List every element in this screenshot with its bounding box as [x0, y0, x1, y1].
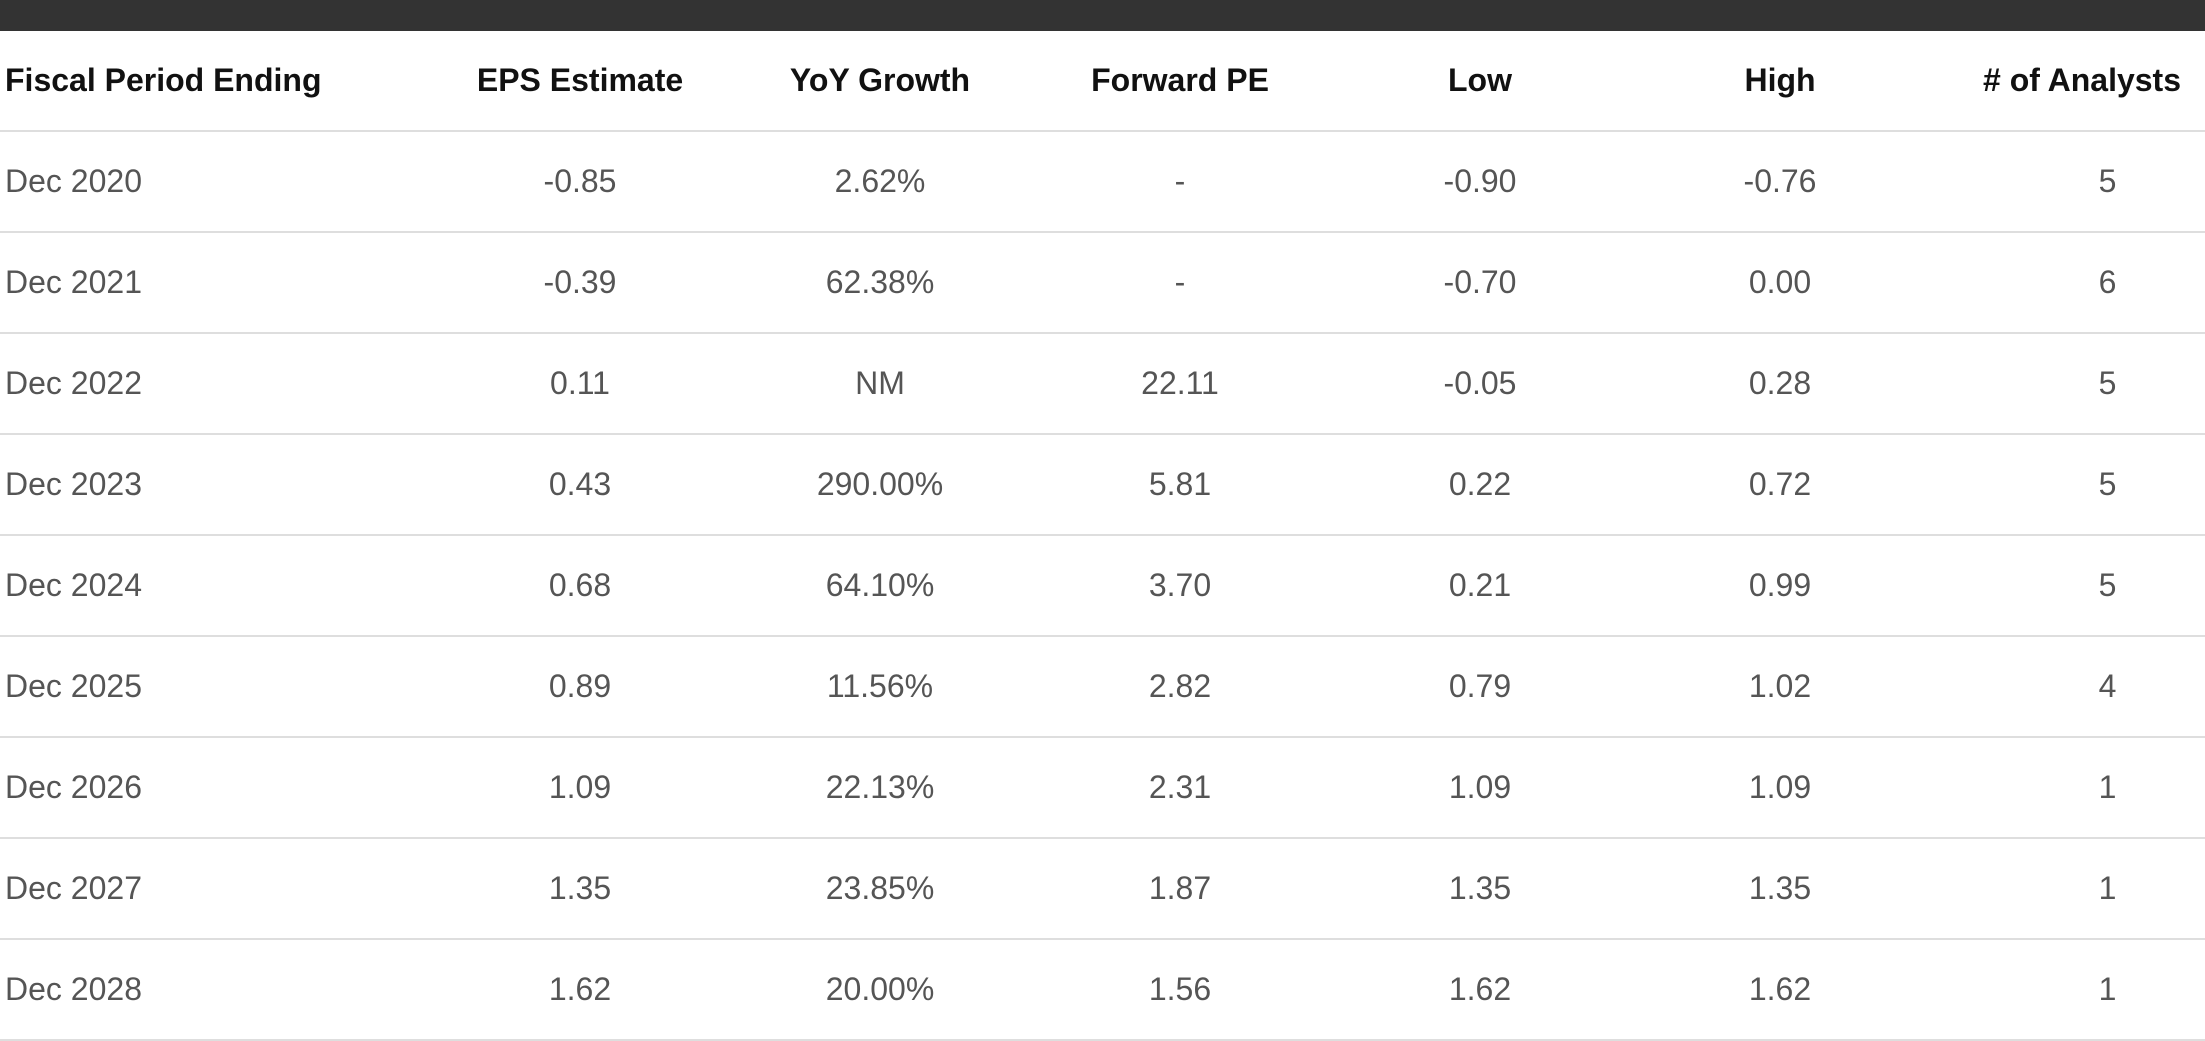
cell-yoy-growth: 62.38% — [740, 232, 1020, 334]
cell-low: -0.05 — [1340, 333, 1620, 435]
earnings-estimates-table: Fiscal Period Ending EPS Estimate YoY Gr… — [0, 31, 2205, 1041]
cell-yoy-growth: 22.13% — [740, 737, 1020, 839]
cell-num-analysts: 1 — [1940, 939, 2205, 1041]
cell-num-analysts: 4 — [1940, 636, 2205, 738]
cell-high: 0.72 — [1620, 434, 1940, 536]
table-row: Dec 2023 0.43 290.00% 5.81 0.22 0.72 5 — [0, 434, 2205, 536]
cell-high: 0.99 — [1620, 535, 1940, 637]
cell-high: -0.76 — [1620, 131, 1940, 233]
table-header: Fiscal Period Ending EPS Estimate YoY Gr… — [0, 31, 2205, 132]
cell-eps-estimate: 1.09 — [420, 737, 740, 839]
cell-eps-estimate: 1.35 — [420, 838, 740, 940]
cell-low: -0.90 — [1340, 131, 1620, 233]
cell-high: 1.62 — [1620, 939, 1940, 1041]
cell-eps-estimate: -0.39 — [420, 232, 740, 334]
table-row: Dec 2024 0.68 64.10% 3.70 0.21 0.99 5 — [0, 535, 2205, 637]
header-yoy-growth: YoY Growth — [740, 31, 1020, 132]
top-bar — [0, 0, 2205, 31]
table-body: Dec 2020 -0.85 2.62% - -0.90 -0.76 5 Dec… — [0, 131, 2205, 1041]
table-row: Dec 2021 -0.39 62.38% - -0.70 0.00 6 — [0, 232, 2205, 334]
cell-low: 1.62 — [1340, 939, 1620, 1041]
cell-forward-pe: 1.87 — [1020, 838, 1340, 940]
table-row: Dec 2027 1.35 23.85% 1.87 1.35 1.35 1 — [0, 838, 2205, 940]
cell-yoy-growth: 20.00% — [740, 939, 1020, 1041]
cell-eps-estimate: 0.89 — [420, 636, 740, 738]
cell-low: 0.21 — [1340, 535, 1620, 637]
cell-yoy-growth: 11.56% — [740, 636, 1020, 738]
header-row: Fiscal Period Ending EPS Estimate YoY Gr… — [0, 31, 2205, 132]
cell-low: 0.79 — [1340, 636, 1620, 738]
cell-forward-pe: 2.31 — [1020, 737, 1340, 839]
cell-fiscal-period: Dec 2028 — [0, 939, 420, 1041]
cell-num-analysts: 1 — [1940, 838, 2205, 940]
cell-forward-pe: 5.81 — [1020, 434, 1340, 536]
header-num-analysts: # of Analysts — [1940, 31, 2205, 132]
cell-low: 0.22 — [1340, 434, 1620, 536]
cell-eps-estimate: 0.11 — [420, 333, 740, 435]
cell-high: 0.28 — [1620, 333, 1940, 435]
cell-yoy-growth: 23.85% — [740, 838, 1020, 940]
cell-fiscal-period: Dec 2025 — [0, 636, 420, 738]
cell-low: -0.70 — [1340, 232, 1620, 334]
cell-forward-pe: 2.82 — [1020, 636, 1340, 738]
cell-forward-pe: 22.11 — [1020, 333, 1340, 435]
cell-high: 1.35 — [1620, 838, 1940, 940]
cell-fiscal-period: Dec 2020 — [0, 131, 420, 233]
cell-high: 1.09 — [1620, 737, 1940, 839]
cell-fiscal-period: Dec 2022 — [0, 333, 420, 435]
cell-high: 1.02 — [1620, 636, 1940, 738]
cell-num-analysts: 5 — [1940, 333, 2205, 435]
header-low: Low — [1340, 31, 1620, 132]
cell-yoy-growth: NM — [740, 333, 1020, 435]
header-forward-pe: Forward PE — [1020, 31, 1340, 132]
cell-fiscal-period: Dec 2024 — [0, 535, 420, 637]
cell-num-analysts: 1 — [1940, 737, 2205, 839]
cell-fiscal-period: Dec 2021 — [0, 232, 420, 334]
table-row: Dec 2022 0.11 NM 22.11 -0.05 0.28 5 — [0, 333, 2205, 435]
cell-fiscal-period: Dec 2023 — [0, 434, 420, 536]
cell-low: 1.35 — [1340, 838, 1620, 940]
header-high: High — [1620, 31, 1940, 132]
cell-low: 1.09 — [1340, 737, 1620, 839]
cell-forward-pe: - — [1020, 131, 1340, 233]
cell-eps-estimate: 0.68 — [420, 535, 740, 637]
cell-fiscal-period: Dec 2027 — [0, 838, 420, 940]
cell-yoy-growth: 2.62% — [740, 131, 1020, 233]
table-row: Dec 2020 -0.85 2.62% - -0.90 -0.76 5 — [0, 131, 2205, 233]
cell-eps-estimate: 0.43 — [420, 434, 740, 536]
cell-forward-pe: - — [1020, 232, 1340, 334]
cell-yoy-growth: 290.00% — [740, 434, 1020, 536]
cell-high: 0.00 — [1620, 232, 1940, 334]
cell-forward-pe: 3.70 — [1020, 535, 1340, 637]
table-row: Dec 2025 0.89 11.56% 2.82 0.79 1.02 4 — [0, 636, 2205, 738]
cell-yoy-growth: 64.10% — [740, 535, 1020, 637]
header-eps-estimate: EPS Estimate — [420, 31, 740, 132]
cell-eps-estimate: 1.62 — [420, 939, 740, 1041]
cell-num-analysts: 5 — [1940, 434, 2205, 536]
cell-eps-estimate: -0.85 — [420, 131, 740, 233]
table-row: Dec 2026 1.09 22.13% 2.31 1.09 1.09 1 — [0, 737, 2205, 839]
cell-forward-pe: 1.56 — [1020, 939, 1340, 1041]
cell-fiscal-period: Dec 2026 — [0, 737, 420, 839]
cell-num-analysts: 5 — [1940, 131, 2205, 233]
table-row: Dec 2028 1.62 20.00% 1.56 1.62 1.62 1 — [0, 939, 2205, 1041]
cell-num-analysts: 6 — [1940, 232, 2205, 334]
cell-num-analysts: 5 — [1940, 535, 2205, 637]
header-fiscal-period-ending: Fiscal Period Ending — [0, 31, 420, 132]
